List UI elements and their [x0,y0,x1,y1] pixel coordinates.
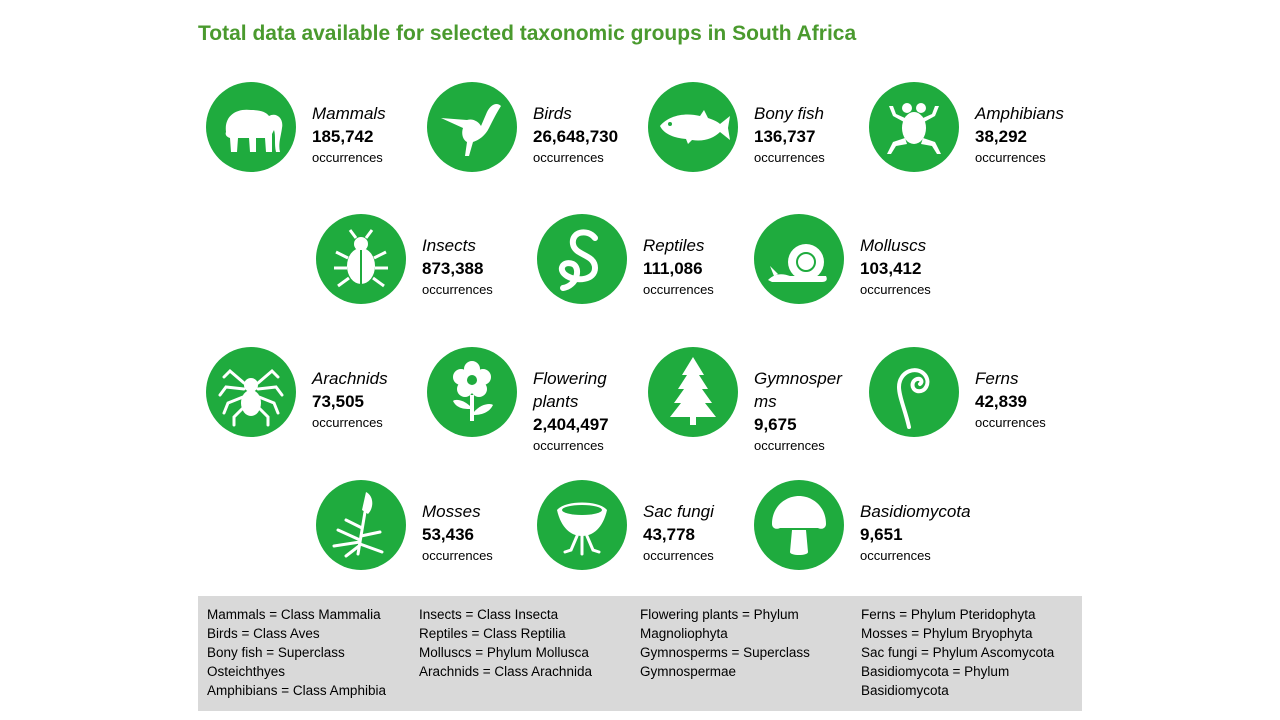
legend-line: Gymnospermae [640,664,737,679]
group-name: Molluscs [860,236,927,255]
group-name: Insects [422,236,476,255]
legend-line: Insects = Class Insecta [419,607,559,622]
group-count: 42,839 [975,392,1027,411]
group-count: 38,292 [975,127,1027,146]
group-name: Reptiles [643,236,705,255]
legend-column: Insects = Class Insecta Reptiles = Class… [419,605,592,681]
group-unit: occurrences [643,548,714,563]
beetle-icon [316,214,406,304]
legend-line: Amphibians = Class Amphibia [207,683,386,698]
group-name: Arachnids [312,369,388,388]
hummingbird-icon [427,82,517,172]
legend-line: Basidiomycota [861,683,949,698]
group-unit: occurrences [975,415,1046,430]
group-name: Flowering plants [533,369,607,411]
group-count: 136,737 [754,127,816,146]
group-unit: occurrences [422,548,493,563]
legend-line: Basidiomycota = Phylum [861,664,1010,679]
group-count: 185,742 [312,127,374,146]
legend-line: Reptiles = Class Reptilia [419,626,566,641]
group-name: Mammals [312,104,386,123]
legend-line: Magnoliophyta [640,626,728,641]
group-name: Mosses [422,502,481,521]
legend-column: Flowering plants = Phylum Magnoliophyta … [640,605,810,681]
legend-line: Arachnids = Class Arachnida [419,664,592,679]
group-name: Basidiomycota [860,502,971,521]
legend-line: Birds = Class Aves [207,626,320,641]
group-unit: occurrences [533,150,604,165]
conifer-icon [648,347,738,437]
group-unit: occurrences [754,150,825,165]
legend-column: Ferns = Phylum Pteridophyta Mosses = Phy… [861,605,1054,700]
spider-icon [206,347,296,437]
group-unit: occurrences [860,548,931,563]
flower-icon [427,347,517,437]
legend-line: Molluscs = Phylum Mollusca [419,645,589,660]
group-name: Ferns [975,369,1019,388]
group-unit: occurrences [312,415,383,430]
group-count: 43,778 [643,525,695,544]
group-count: 9,675 [754,415,797,434]
group-unit: occurrences [643,282,714,297]
legend-line: Gymnosperms = Superclass [640,645,810,660]
group-name: Bony fish [754,104,824,123]
group-name: Sac fungi [643,502,714,521]
legend-line: Mosses = Phylum Bryophyta [861,626,1033,641]
cup-fungus-icon [537,480,627,570]
legend-line: Flowering plants = Phylum [640,607,799,622]
group-count: 873,388 [422,259,484,278]
group-unit: occurrences [975,150,1046,165]
group-name: Gymnosperms [754,369,842,411]
group-count: 2,404,497 [533,415,609,434]
fern-icon [869,347,959,437]
group-name: Amphibians [975,104,1064,123]
fish-icon [648,82,738,172]
group-unit: occurrences [533,438,604,453]
group-unit: occurrences [754,438,825,453]
snail-icon [754,214,844,304]
legend-line: Osteichthyes [207,664,286,679]
elephant-icon [206,82,296,172]
page-title: Total data available for selected taxono… [198,22,857,45]
legend-line: Bony fish = Superclass [207,645,345,660]
group-unit: occurrences [312,150,383,165]
group-count: 73,505 [312,392,364,411]
mushroom-icon [754,480,844,570]
group-count: 26,648,730 [533,127,619,146]
group-count: 111,086 [643,259,703,278]
legend-line: Ferns = Phylum Pteridophyta [861,607,1036,622]
legend-box: Mammals = Class Mammalia Birds = Class A… [198,596,1082,711]
legend-line: Mammals = Class Mammalia [207,607,381,622]
group-name: Birds [533,104,572,123]
moss-icon [316,480,406,570]
frog-icon [869,82,959,172]
group-count: 53,436 [422,525,474,544]
group-unit: occurrences [860,282,931,297]
group-unit: occurrences [422,282,493,297]
group-count: 9,651 [860,525,903,544]
group-count: 103,412 [860,259,922,278]
legend-line: Sac fungi = Phylum Ascomycota [861,645,1055,660]
legend-column: Mammals = Class Mammalia Birds = Class A… [207,605,386,700]
snake-icon [537,214,627,304]
